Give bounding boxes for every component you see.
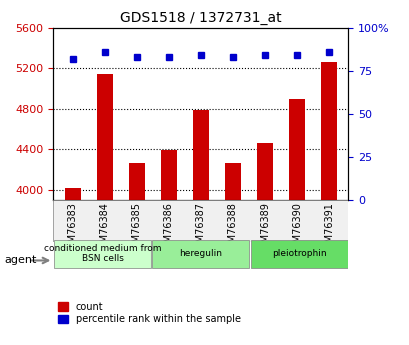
FancyBboxPatch shape [54, 239, 151, 268]
Text: pleiotrophin: pleiotrophin [271, 249, 326, 258]
Bar [160, 150, 176, 345]
Text: GSM76384: GSM76384 [99, 202, 109, 255]
Text: GSM76387: GSM76387 [196, 202, 205, 255]
Text: heregulin: heregulin [179, 249, 222, 258]
Text: GSM76386: GSM76386 [164, 202, 173, 255]
Title: GDS1518 / 1372731_at: GDS1518 / 1372731_at [120, 11, 281, 25]
Bar [288, 99, 304, 345]
Text: GSM76388: GSM76388 [227, 202, 237, 255]
Text: GSM76385: GSM76385 [131, 202, 142, 255]
Bar [225, 162, 240, 345]
Bar [192, 110, 209, 345]
Text: GSM76390: GSM76390 [292, 202, 301, 255]
Bar [97, 74, 112, 345]
Legend: count, percentile rank within the sample: count, percentile rank within the sample [58, 302, 240, 325]
Bar [64, 188, 81, 345]
Bar [256, 143, 272, 345]
Text: agent: agent [4, 256, 36, 265]
Text: conditioned medium from
BSN cells: conditioned medium from BSN cells [44, 244, 161, 263]
Text: GSM76391: GSM76391 [324, 202, 333, 255]
FancyBboxPatch shape [53, 200, 348, 242]
FancyBboxPatch shape [250, 239, 347, 268]
Bar [128, 162, 144, 345]
Text: GSM76389: GSM76389 [259, 202, 270, 255]
Text: GSM76383: GSM76383 [67, 202, 77, 255]
Bar [320, 62, 337, 345]
FancyBboxPatch shape [152, 239, 249, 268]
